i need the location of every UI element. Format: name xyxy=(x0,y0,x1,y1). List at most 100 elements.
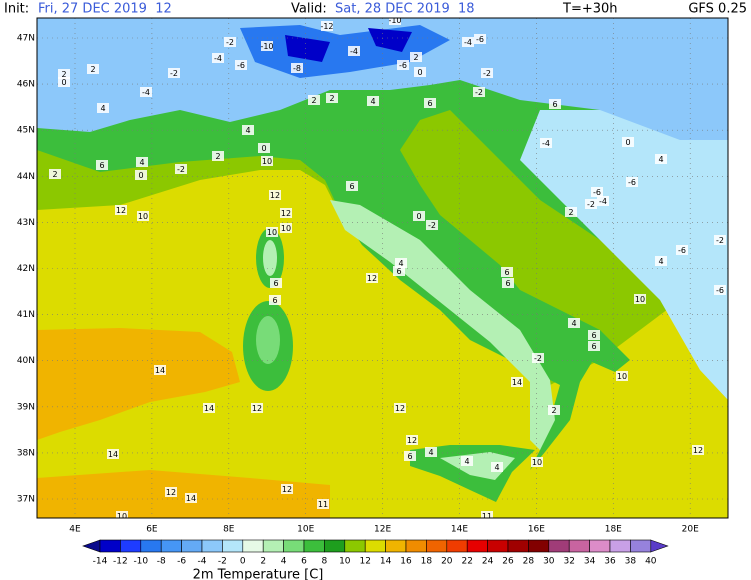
colorbar-end xyxy=(82,539,101,553)
colorbar-label: 18 xyxy=(421,557,433,567)
contour-label: 4 xyxy=(494,463,499,472)
contour-label: 12 xyxy=(270,191,280,200)
model-name: GFS 0.25 xyxy=(688,2,747,17)
contour-label: 6 xyxy=(591,342,596,351)
colorbar-box xyxy=(303,539,325,553)
contour-label: 10 xyxy=(117,512,127,521)
contour-label: -4 xyxy=(214,54,222,63)
colorbar-box xyxy=(120,539,142,553)
colorbar-box xyxy=(364,539,386,553)
sardinia-inner xyxy=(256,316,280,364)
contour-label-bg xyxy=(326,93,338,103)
lat-label: 42N xyxy=(17,264,35,274)
colorbar-box xyxy=(568,539,590,553)
colorbar-label: 16 xyxy=(400,557,412,567)
lon-label: 4E xyxy=(69,525,81,535)
colorbar-label: 30 xyxy=(543,557,555,567)
contour-label: 4 xyxy=(658,257,663,266)
contour-label-bg xyxy=(491,462,503,472)
contour-label-bg xyxy=(258,143,270,153)
colorbar-box xyxy=(99,539,121,553)
contour-label-bg xyxy=(269,190,281,200)
contour-label: 10 xyxy=(617,372,627,381)
colorbar-label: 12 xyxy=(359,557,370,567)
lon-label: 16E xyxy=(528,525,545,535)
colorbar-label: -12 xyxy=(113,557,128,567)
contour-label: -6 xyxy=(678,246,686,255)
contour-label-bg xyxy=(461,456,473,466)
contour-label-bg xyxy=(203,403,215,413)
lon-label: 20E xyxy=(682,525,699,535)
contour-label-bg xyxy=(175,164,187,174)
warm-area xyxy=(37,470,330,518)
contour-label-bg xyxy=(49,169,61,179)
colorbar-label: 6 xyxy=(301,557,307,567)
contour-label: -8 xyxy=(293,64,301,73)
contour-label: 10 xyxy=(281,224,291,233)
contour-label: -10 xyxy=(388,16,401,25)
contour-label-bg xyxy=(424,98,436,108)
contour-label: 4 xyxy=(100,104,105,113)
contour-label: 10 xyxy=(267,228,277,237)
contour-label: -2 xyxy=(483,69,491,78)
contour-label-bg xyxy=(655,256,667,266)
colorbar-title: 2m Temperature [C] xyxy=(193,568,324,580)
contour-label: -6 xyxy=(716,286,724,295)
contour-label-bg xyxy=(397,60,409,70)
valid-label: Valid: xyxy=(291,2,327,17)
contour-label-bg xyxy=(116,511,128,518)
alps-coldest xyxy=(285,35,330,62)
contour-label-bg xyxy=(585,199,597,209)
contour-label: 2 xyxy=(61,70,66,79)
colorbar-label: 40 xyxy=(645,557,657,567)
contour-label: 11 xyxy=(482,512,492,521)
contour-label: 14 xyxy=(204,404,214,413)
contour-label-bg xyxy=(462,37,474,47)
lat-label: 39N xyxy=(17,402,35,412)
contour-label: 2 xyxy=(551,406,556,415)
contour-label: 0 xyxy=(61,78,66,87)
contour-label-bg xyxy=(568,318,580,328)
contour-label: -10 xyxy=(260,42,273,51)
contour-label: 6 xyxy=(349,182,354,191)
contour-label-bg xyxy=(502,278,514,288)
contour-label: 6 xyxy=(505,279,510,288)
lat-label: 38N xyxy=(17,448,35,458)
lat-label: 45N xyxy=(17,126,35,136)
contour-label-bg xyxy=(474,34,486,44)
contour-label: 10 xyxy=(262,157,272,166)
contour-label: -2 xyxy=(428,221,436,230)
contour-label: 2 xyxy=(329,94,334,103)
apennines xyxy=(330,200,555,450)
contour-label: -2 xyxy=(177,165,185,174)
colorbar-label: -10 xyxy=(133,557,148,567)
contour-label-bg xyxy=(135,170,147,180)
contour-label: 14 xyxy=(512,378,522,387)
lon-label: 12E xyxy=(374,525,391,535)
colorbar-box xyxy=(324,539,346,553)
colorbar-box xyxy=(160,539,182,553)
colorbar-label: 34 xyxy=(584,557,596,567)
contour-label-bg xyxy=(473,87,485,97)
contour-label: -2 xyxy=(226,38,234,47)
contour-label-bg xyxy=(404,451,416,461)
contour-label: 6 xyxy=(99,161,104,170)
lat-label: 46N xyxy=(17,80,35,90)
contour-label-bg xyxy=(321,21,333,31)
contour-label-bg xyxy=(115,205,127,215)
colorbar-label: 24 xyxy=(482,557,494,567)
contour-label-bg xyxy=(714,235,726,245)
contour-label-bg xyxy=(96,160,108,170)
contour-label-bg xyxy=(261,156,273,166)
contour-label-bg xyxy=(266,227,278,237)
contour-label: 0 xyxy=(138,171,143,180)
contour-label-bg xyxy=(140,87,152,97)
contour-label-bg xyxy=(87,64,99,74)
lon-label: 14E xyxy=(451,525,468,535)
contour-label-bg xyxy=(414,67,426,77)
contour-label: -2 xyxy=(475,88,483,97)
contour-label-bg xyxy=(235,60,247,70)
contour-label-bg xyxy=(348,46,360,56)
contour-label: 11 xyxy=(318,500,328,509)
colorbar-label: -8 xyxy=(157,557,166,567)
